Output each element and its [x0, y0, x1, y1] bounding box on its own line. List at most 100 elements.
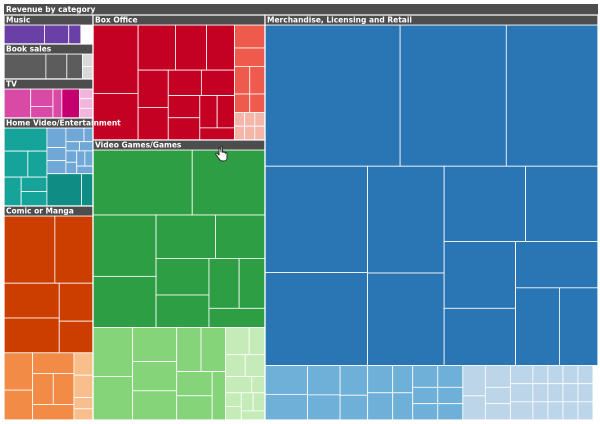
treemap-cell[interactable]: [65, 150, 78, 163]
treemap-cell[interactable]: [65, 141, 80, 152]
treemap-cell[interactable]: [82, 66, 94, 80]
treemap-cell[interactable]: [3, 24, 45, 45]
treemap-cell[interactable]: [225, 327, 250, 356]
treemap-cell[interactable]: [199, 95, 218, 129]
treemap-cell[interactable]: [44, 24, 70, 45]
treemap-cell[interactable]: [132, 327, 178, 362]
treemap-cell[interactable]: [592, 365, 599, 394]
treemap-cell[interactable]: [547, 401, 564, 421]
treemap-cell[interactable]: [132, 390, 178, 421]
treemap-cell[interactable]: [254, 112, 266, 127]
treemap-cell[interactable]: [73, 397, 94, 410]
treemap-cell[interactable]: [155, 258, 210, 296]
treemap-cell[interactable]: [32, 404, 75, 421]
treemap-cell[interactable]: [65, 161, 78, 175]
treemap-cell[interactable]: [61, 88, 81, 119]
treemap-cell[interactable]: [251, 376, 266, 394]
treemap-cell[interactable]: [167, 117, 201, 141]
treemap-cell[interactable]: [264, 365, 308, 395]
treemap-cell[interactable]: [547, 365, 564, 385]
treemap-cell[interactable]: [80, 24, 94, 32]
treemap-cell[interactable]: [76, 150, 86, 167]
treemap-cell[interactable]: [225, 376, 253, 394]
treemap-cell[interactable]: [367, 272, 445, 366]
treemap-cell[interactable]: [46, 127, 67, 148]
treemap-cell[interactable]: [3, 317, 60, 354]
treemap-cell[interactable]: [79, 88, 94, 100]
treemap-cell[interactable]: [79, 98, 94, 109]
treemap-cell[interactable]: [176, 327, 202, 372]
treemap-cell[interactable]: [437, 403, 464, 421]
treemap-cell[interactable]: [532, 401, 549, 421]
treemap-cell[interactable]: [443, 307, 516, 366]
treemap-cell[interactable]: [155, 214, 216, 259]
treemap-cell[interactable]: [3, 176, 22, 207]
treemap-cell[interactable]: [412, 403, 439, 421]
treemap-cell[interactable]: [577, 383, 594, 403]
treemap-cell[interactable]: [82, 53, 94, 67]
treemap-cell[interactable]: [92, 149, 193, 216]
treemap-cell[interactable]: [443, 241, 516, 309]
treemap-cell[interactable]: [3, 215, 56, 284]
treemap-cell[interactable]: [234, 125, 246, 141]
treemap-cell[interactable]: [76, 165, 94, 175]
treemap-cell[interactable]: [515, 287, 560, 366]
treemap-cell[interactable]: [515, 241, 599, 289]
treemap-cell[interactable]: [264, 393, 308, 421]
treemap-cell[interactable]: [167, 95, 201, 119]
treemap-cell[interactable]: [367, 165, 445, 274]
treemap-cell[interactable]: [264, 24, 401, 167]
treemap-cell[interactable]: [3, 352, 34, 391]
treemap-cell[interactable]: [32, 352, 75, 374]
treemap-cell[interactable]: [264, 165, 368, 273]
treemap-cell[interactable]: [46, 160, 67, 175]
treemap-cell[interactable]: [206, 24, 235, 71]
treemap-cell[interactable]: [83, 127, 94, 143]
treemap-cell[interactable]: [92, 92, 139, 141]
treemap-cell[interactable]: [176, 395, 213, 421]
treemap-cell[interactable]: [73, 352, 94, 376]
treemap-cell[interactable]: [137, 24, 176, 71]
treemap-cell[interactable]: [3, 389, 34, 421]
treemap-cell[interactable]: [240, 410, 266, 421]
treemap-cell[interactable]: [73, 408, 94, 421]
treemap-cell[interactable]: [225, 354, 246, 377]
treemap-cell[interactable]: [412, 386, 439, 405]
treemap-cell[interactable]: [92, 327, 133, 377]
treemap-cell[interactable]: [58, 320, 94, 354]
treemap-cell[interactable]: [244, 112, 256, 127]
treemap-cell[interactable]: [509, 383, 534, 403]
treemap-cell[interactable]: [509, 365, 534, 385]
treemap-cell[interactable]: [367, 365, 394, 394]
treemap-cell[interactable]: [248, 327, 266, 356]
treemap-cell[interactable]: [3, 127, 48, 152]
treemap-cell[interactable]: [412, 365, 439, 388]
treemap-cell[interactable]: [92, 275, 157, 328]
treemap-cell[interactable]: [225, 392, 242, 407]
treemap-cell[interactable]: [484, 386, 511, 405]
treemap-cell[interactable]: [264, 272, 368, 366]
treemap-cell[interactable]: [399, 24, 507, 167]
treemap-cell[interactable]: [577, 401, 594, 421]
treemap-cell[interactable]: [167, 69, 202, 96]
treemap-cell[interactable]: [339, 365, 369, 396]
treemap-cell[interactable]: [484, 365, 511, 388]
treemap-cell[interactable]: [66, 53, 83, 80]
treemap-cell[interactable]: [234, 93, 251, 113]
treemap-cell[interactable]: [54, 215, 94, 284]
treemap-cell[interactable]: [484, 403, 511, 421]
treemap-cell[interactable]: [208, 307, 266, 328]
treemap-cell[interactable]: [244, 125, 256, 141]
treemap-cell[interactable]: [443, 165, 526, 242]
treemap-cell[interactable]: [199, 127, 235, 141]
treemap-cell[interactable]: [155, 294, 210, 328]
treemap-cell[interactable]: [249, 93, 266, 113]
treemap-cell[interactable]: [68, 24, 82, 45]
treemap-cell[interactable]: [81, 173, 94, 207]
treemap-cell[interactable]: [234, 66, 251, 95]
treemap-cell[interactable]: [392, 392, 414, 421]
treemap-cell[interactable]: [27, 150, 48, 178]
treemap-cell[interactable]: [3, 150, 29, 178]
treemap-cell[interactable]: [339, 394, 369, 421]
treemap-cell[interactable]: [562, 383, 579, 403]
